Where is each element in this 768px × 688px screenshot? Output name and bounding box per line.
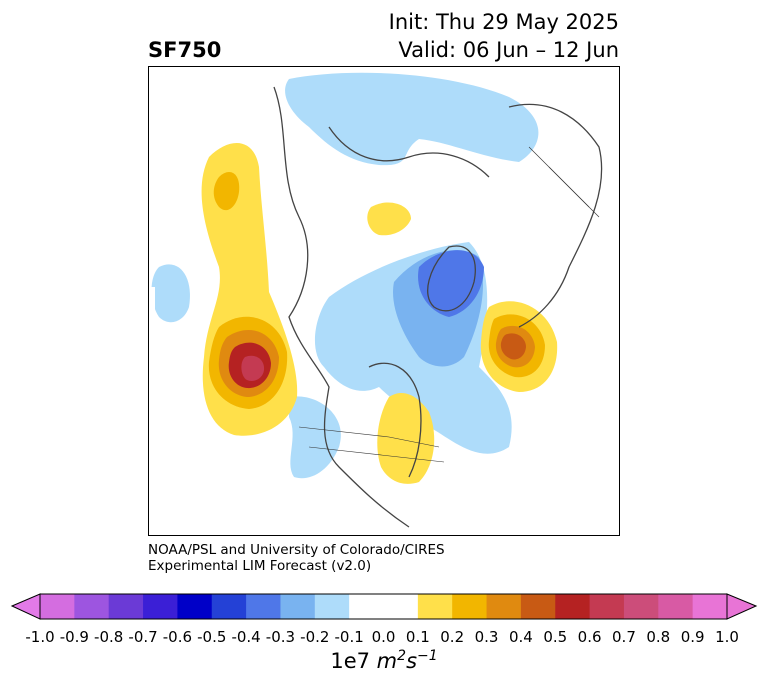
colorbar-cell	[520, 594, 556, 619]
colorbar-cell	[383, 594, 419, 619]
colorbar-cell	[692, 594, 728, 619]
colorbar-cell	[589, 594, 625, 619]
map-canvas	[149, 72, 603, 528]
colorbar-tick-label: -1.0	[25, 628, 55, 646]
colorbar-cell	[177, 594, 213, 619]
colorbar-cell	[555, 594, 591, 619]
positive-anomaly-arctic	[367, 202, 411, 236]
colorbar-tick-label: -0.7	[128, 628, 158, 646]
credit-line-2: Experimental LIM Forecast (v2.0)	[148, 558, 372, 574]
colorbar-tick-label: 0.2	[440, 628, 465, 646]
colorbar-tick-label: 1.0	[715, 628, 739, 646]
unit-m-exp: 2	[397, 648, 407, 664]
map-title-dates: Init: Thu 29 May 2025 Valid: 06 Jun – 12…	[389, 8, 619, 64]
unit-scale: 1e7	[330, 649, 377, 673]
valid-range: Valid: 06 Jun – 12 Jun	[398, 38, 619, 62]
colorbar-tick-label: 0.9	[680, 628, 705, 646]
colorbar-unit-label: 1e7 m2s−1	[0, 648, 768, 673]
variable-name: SF750	[148, 38, 222, 62]
colorbar-tick-label: 0.7	[612, 628, 636, 646]
colorbar-overflow-arrow	[726, 593, 758, 620]
colorbar-cell	[452, 594, 488, 619]
colorbar-frame	[39, 593, 728, 620]
init-date: Init: Thu 29 May 2025	[388, 10, 619, 34]
colorbar-tick-label: 0.1	[405, 628, 430, 646]
credit-line-1: NOAA/PSL and University of Colorado/CIRE…	[148, 542, 445, 558]
colorbar-cell	[349, 594, 384, 619]
colorbar-cell	[280, 594, 316, 619]
colorbar-cell	[246, 594, 281, 619]
credit-text: NOAA/PSL and University of Colorado/CIRE…	[148, 542, 445, 574]
unit-s-exp: −1	[417, 648, 438, 664]
anomaly-map	[148, 66, 620, 536]
colorbar-cell	[417, 594, 453, 619]
colorbar-tick-label: 0.0	[371, 628, 396, 646]
colorbar-tick-label: 0.5	[543, 628, 568, 646]
colorbar-cell	[108, 594, 144, 619]
colorbar-cell	[40, 594, 75, 619]
colorbar-tick-label: 0.6	[577, 628, 602, 646]
colorbar-tick-label: -0.3	[265, 628, 296, 646]
colorbar-tick-label: -0.6	[162, 628, 193, 646]
colorbar-cell	[74, 594, 110, 619]
colorbar-tick-label: -0.1	[334, 628, 364, 646]
positive-anomaly-europe	[480, 301, 558, 392]
positive-anomaly-pacific	[201, 143, 298, 436]
positive-anomaly-north-america	[149, 292, 435, 484]
colorbar-tick-label: -0.8	[94, 628, 124, 646]
colorbar-tick-label: -0.9	[59, 628, 89, 646]
colorbar-tick-label: -0.2	[300, 628, 330, 646]
colorbar-tick-label: -0.4	[231, 628, 261, 646]
political-borders	[298, 146, 600, 463]
coastlines	[273, 86, 603, 528]
colorbar-cell	[143, 594, 178, 619]
colorbar-underflow-arrow	[10, 593, 41, 620]
colorbar-tick-label: 0.3	[474, 628, 499, 646]
colorbar-tick-label: -0.5	[197, 628, 227, 646]
colorbar-tick-label: 0.8	[646, 628, 671, 646]
colorbar-cell	[211, 594, 247, 619]
colorbar-tick-label: 0.4	[508, 628, 533, 646]
colorbar-cell	[623, 594, 659, 619]
colorbar-cell	[486, 594, 522, 619]
unit-s: s	[406, 649, 418, 673]
unit-m: m	[376, 649, 398, 673]
colorbar-cell	[658, 594, 694, 619]
colorbar	[10, 593, 758, 620]
colorbar-cell	[314, 594, 350, 619]
